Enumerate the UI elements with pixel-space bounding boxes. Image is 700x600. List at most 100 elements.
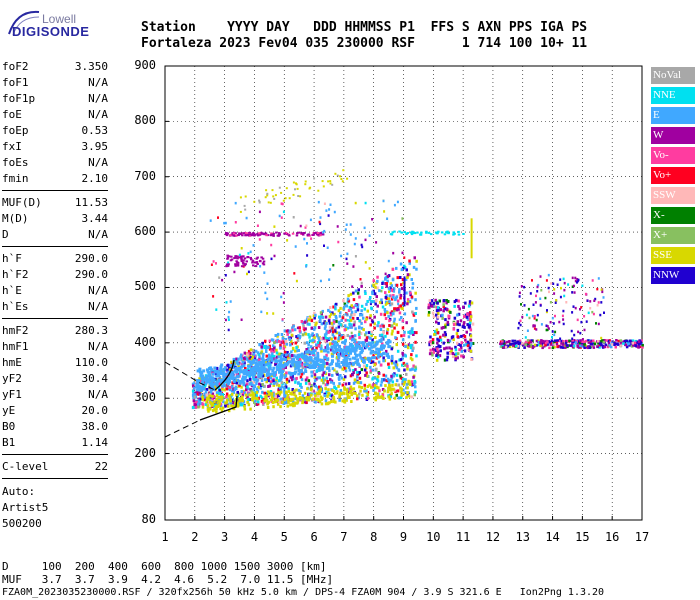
echo-point bbox=[443, 358, 447, 362]
echo-point bbox=[540, 289, 543, 292]
echo-point bbox=[250, 373, 254, 377]
echo-point bbox=[314, 400, 317, 404]
echo-point bbox=[457, 299, 460, 303]
echo-point bbox=[288, 360, 292, 364]
echo-point bbox=[561, 346, 565, 349]
echo-point bbox=[356, 308, 360, 312]
echo-point bbox=[460, 349, 463, 353]
echo-point bbox=[282, 364, 286, 368]
echo-point bbox=[571, 311, 574, 314]
echo-point bbox=[388, 319, 391, 323]
echo-point bbox=[369, 300, 372, 304]
echo-point bbox=[268, 384, 272, 388]
echo-point bbox=[389, 378, 393, 382]
echo-point bbox=[308, 187, 311, 190]
echo-point bbox=[435, 313, 438, 317]
echo-point bbox=[399, 358, 403, 362]
y-tick-label: 700 bbox=[134, 168, 156, 183]
echo-point bbox=[251, 369, 255, 373]
x-tick-label: 7 bbox=[340, 530, 348, 544]
echo-point bbox=[438, 354, 442, 358]
echo-point bbox=[266, 282, 269, 285]
param-value: N/A bbox=[88, 108, 108, 121]
echo-point bbox=[289, 364, 293, 368]
echo-point bbox=[462, 323, 465, 327]
echo-point bbox=[396, 330, 400, 334]
echo-point bbox=[252, 384, 256, 388]
echo-point bbox=[393, 307, 396, 311]
echo-point bbox=[286, 351, 289, 354]
echo-point bbox=[337, 337, 340, 341]
echo-point bbox=[317, 200, 320, 204]
echo-point bbox=[366, 309, 369, 313]
echo-point bbox=[214, 405, 218, 409]
echo-point bbox=[252, 244, 255, 247]
echo-point bbox=[467, 304, 471, 308]
param-value: N/A bbox=[88, 340, 108, 353]
echo-point bbox=[357, 396, 360, 400]
echo-point bbox=[395, 366, 399, 370]
echo-point bbox=[309, 357, 313, 360]
echo-point bbox=[213, 384, 217, 388]
legend-item-x-: X- bbox=[651, 207, 695, 224]
echo-point bbox=[440, 326, 444, 330]
echo-point bbox=[354, 345, 358, 349]
echo-point bbox=[234, 401, 237, 405]
echo-point bbox=[349, 351, 352, 355]
echo-point bbox=[255, 387, 259, 391]
echo-point bbox=[356, 362, 360, 366]
echo-point bbox=[365, 366, 368, 370]
echo-point bbox=[258, 210, 261, 214]
echo-point bbox=[237, 357, 240, 361]
echo-point bbox=[316, 394, 320, 397]
echo-point bbox=[308, 335, 311, 339]
echo-point bbox=[536, 313, 539, 317]
echo-point bbox=[215, 380, 219, 384]
echo-point bbox=[506, 340, 509, 344]
echo-point bbox=[280, 295, 283, 299]
echo-point bbox=[244, 393, 248, 397]
echo-point bbox=[211, 384, 215, 388]
echo-point bbox=[456, 320, 459, 324]
echo-point bbox=[579, 344, 582, 348]
echo-point bbox=[396, 383, 399, 387]
echo-point bbox=[322, 376, 325, 380]
echo-point bbox=[376, 379, 380, 383]
echo-point bbox=[389, 282, 393, 286]
echo-point bbox=[201, 405, 205, 409]
echo-point bbox=[400, 231, 403, 234]
echo-point bbox=[339, 347, 343, 351]
echo-point bbox=[307, 363, 311, 367]
echo-point bbox=[325, 209, 328, 212]
echo-point bbox=[452, 323, 456, 327]
echo-point bbox=[240, 257, 243, 259]
echo-point bbox=[212, 409, 215, 413]
echo-point bbox=[215, 394, 219, 397]
echo-point bbox=[346, 262, 349, 265]
echo-point bbox=[338, 398, 341, 402]
echo-point bbox=[442, 333, 445, 337]
echo-point bbox=[300, 361, 304, 365]
echo-point bbox=[266, 370, 270, 374]
echo-point bbox=[310, 333, 313, 337]
echo-point bbox=[555, 299, 558, 302]
echo-point bbox=[331, 330, 335, 334]
echo-point bbox=[365, 317, 368, 321]
param-yf1: yF1 N/A bbox=[2, 388, 108, 404]
echo-point bbox=[427, 303, 431, 307]
echo-point bbox=[275, 368, 279, 372]
echo-point bbox=[334, 348, 338, 351]
echo-point bbox=[576, 318, 579, 322]
echo-point bbox=[305, 318, 309, 322]
echo-point bbox=[331, 354, 334, 358]
echo-point bbox=[551, 335, 553, 339]
echo-point bbox=[369, 369, 373, 373]
param-hmf2: hmF2 280.3 bbox=[2, 324, 108, 340]
echo-point bbox=[297, 195, 300, 197]
echo-point bbox=[285, 380, 289, 384]
echo-point bbox=[216, 401, 219, 405]
echo-point bbox=[218, 276, 221, 279]
echo-point bbox=[298, 326, 301, 330]
echo-point bbox=[566, 339, 570, 343]
echo-point bbox=[276, 338, 279, 342]
